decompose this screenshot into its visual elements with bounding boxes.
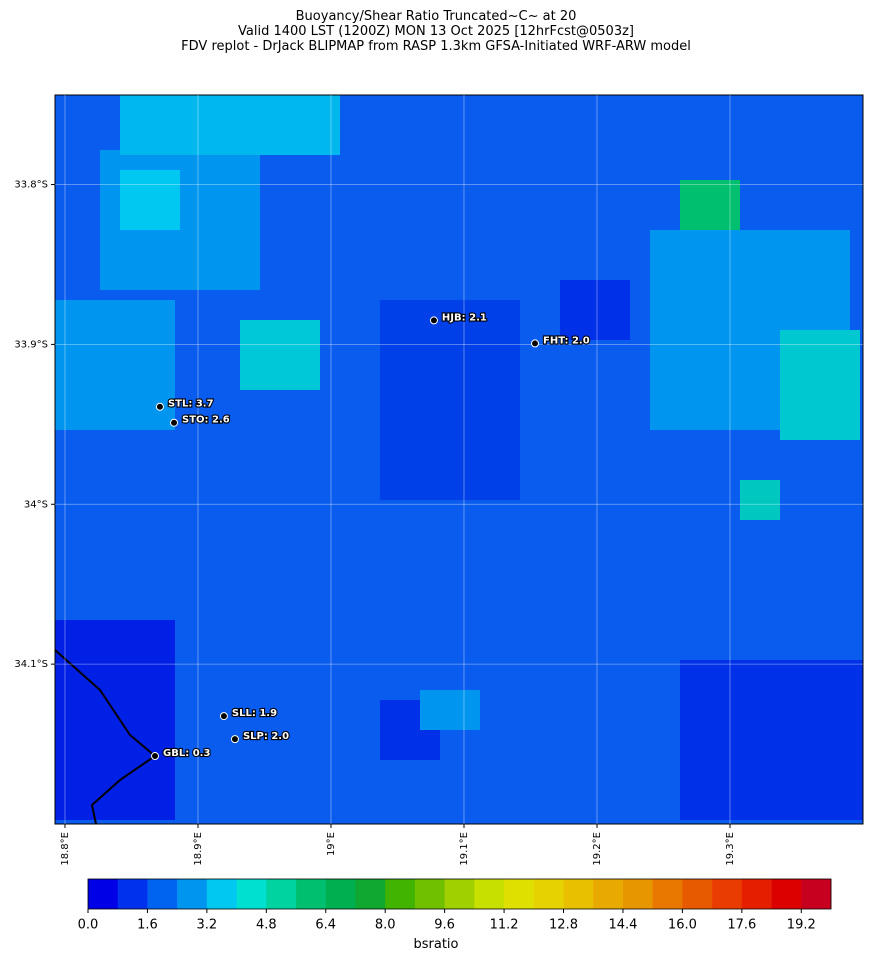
colorbar-swatch bbox=[296, 879, 327, 909]
colorbar-swatch bbox=[533, 879, 564, 909]
station-label: SLP: 2.0 bbox=[243, 731, 289, 742]
x-tick-label: 18.9°E bbox=[193, 832, 204, 866]
colorbar-tick-label: 4.8 bbox=[256, 918, 277, 933]
station-marker bbox=[170, 418, 179, 427]
station-marker bbox=[155, 402, 164, 411]
colorbar-swatch bbox=[117, 879, 148, 909]
colorbar-swatch bbox=[266, 879, 297, 909]
colorbar-tick-label: 12.8 bbox=[549, 918, 578, 933]
title-line: Valid 1400 LST (1200Z) MON 13 Oct 2025 [… bbox=[238, 24, 634, 39]
colorbar-swatch bbox=[712, 879, 743, 909]
y-tick-label: 33.8°S bbox=[14, 180, 48, 191]
colorbar-swatch bbox=[88, 879, 119, 909]
colorbar-tick-label: 16.0 bbox=[668, 918, 697, 933]
colorbar-tick-label: 9.6 bbox=[434, 918, 455, 933]
title-line: Buoyancy/Shear Ratio Truncated~C~ at 20 bbox=[296, 9, 577, 24]
title-line: FDV replot - DrJack BLIPMAP from RASP 1.… bbox=[181, 39, 691, 54]
colorbar-tick-label: 8.0 bbox=[375, 918, 396, 933]
colorbar-swatch bbox=[325, 879, 356, 909]
colorbar-tick-label: 3.2 bbox=[197, 918, 218, 933]
colorbar-swatch bbox=[622, 879, 653, 909]
station-label: SLL: 1.9 bbox=[232, 708, 277, 719]
colorbar-swatch bbox=[147, 879, 178, 909]
colorbar-swatch bbox=[741, 879, 772, 909]
station-marker bbox=[230, 735, 239, 744]
colorbar-swatch bbox=[177, 879, 208, 909]
colorbar-tick-label: 1.6 bbox=[137, 918, 158, 933]
colorbar-tick-label: 17.6 bbox=[727, 918, 756, 933]
x-tick-label: 19.3°E bbox=[725, 832, 736, 866]
colorbar-swatch bbox=[771, 879, 802, 909]
station-label: STL: 3.7 bbox=[168, 399, 214, 410]
colorbar-swatch bbox=[801, 879, 832, 909]
colorbar-swatch bbox=[474, 879, 505, 909]
station-label: FHT: 2.0 bbox=[543, 335, 590, 346]
x-tick-label: 19°E bbox=[326, 832, 337, 856]
colorbar-swatch bbox=[206, 879, 237, 909]
y-tick-label: 33.9°S bbox=[14, 339, 48, 350]
map-background bbox=[54, 94, 864, 825]
colorbar-swatch bbox=[385, 879, 416, 909]
station-label: GBL: 0.3 bbox=[163, 748, 210, 759]
colorbar-swatch bbox=[444, 879, 475, 909]
x-tick-label: 19.1°E bbox=[459, 832, 470, 866]
station-label: HJB: 2.1 bbox=[442, 312, 487, 323]
colorbar-swatch bbox=[593, 879, 624, 909]
x-tick-label: 18.8°E bbox=[60, 832, 71, 866]
colorbar-tick-label: 6.4 bbox=[315, 918, 336, 933]
colorbar-frame bbox=[87, 878, 832, 910]
colorbar-swatch bbox=[414, 879, 445, 909]
colorbar-tick-label: 14.4 bbox=[608, 918, 637, 933]
colorbar-swatch bbox=[236, 879, 267, 909]
station-marker bbox=[219, 712, 228, 721]
y-tick-label: 34°S bbox=[24, 499, 48, 510]
colorbar-tick-label: 11.2 bbox=[490, 918, 519, 933]
station-label: STO: 2.6 bbox=[182, 415, 230, 426]
colorbar-tick-label: 0.0 bbox=[78, 918, 99, 933]
colorbar-swatch bbox=[355, 879, 386, 909]
x-tick-label: 19.2°E bbox=[592, 832, 603, 866]
station-marker bbox=[151, 752, 160, 761]
colorbar-label: bsratio bbox=[414, 937, 459, 952]
colorbar-swatch bbox=[504, 879, 535, 909]
y-tick-label: 34.1°S bbox=[14, 659, 48, 670]
colorbar-swatch bbox=[563, 879, 594, 909]
colorbar-swatch bbox=[652, 879, 683, 909]
station-marker bbox=[531, 339, 540, 348]
station-marker bbox=[429, 316, 438, 325]
colorbar-tick-label: 19.2 bbox=[787, 918, 816, 933]
colorbar-swatch bbox=[682, 879, 713, 909]
